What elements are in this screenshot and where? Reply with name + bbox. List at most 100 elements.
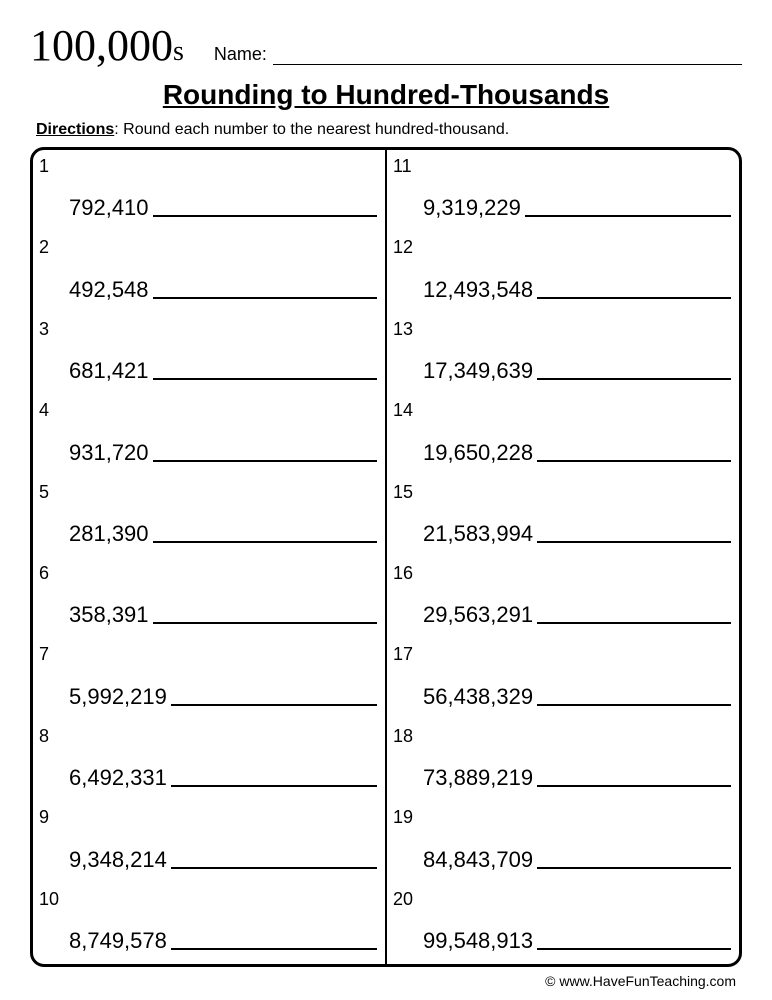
problem-number: 1 — [39, 154, 67, 231]
answer-line[interactable] — [153, 297, 377, 299]
problem-number: 6 — [39, 561, 67, 638]
problem-value: 792,410 — [67, 195, 149, 221]
problem-value: 12,493,548 — [421, 277, 533, 303]
problem-value: 281,390 — [67, 521, 149, 547]
problem-number: 17 — [393, 642, 421, 719]
answer-line[interactable] — [525, 215, 731, 217]
answer-line[interactable] — [537, 704, 731, 706]
problem-row: 1873,889,219 — [387, 720, 739, 801]
column-left: 1792,4102492,5483681,4214931,7205281,390… — [33, 150, 386, 964]
answer-line[interactable] — [153, 460, 377, 462]
problem-row: 99,348,214 — [33, 801, 385, 882]
answer-line[interactable] — [537, 867, 731, 869]
problem-number: 9 — [39, 805, 67, 882]
problem-value-cell: 358,391 — [67, 561, 377, 638]
problem-value-cell: 8,749,578 — [67, 887, 377, 964]
problem-value: 99,548,913 — [421, 928, 533, 954]
problem-number: 5 — [39, 480, 67, 557]
problem-value-cell: 5,992,219 — [67, 642, 377, 719]
directions-label: Directions — [36, 121, 114, 138]
answer-line[interactable] — [537, 948, 731, 950]
problem-number: 18 — [393, 724, 421, 801]
problem-row: 108,749,578 — [33, 883, 385, 964]
problem-value-cell: 6,492,331 — [67, 724, 377, 801]
problem-value: 492,548 — [67, 277, 149, 303]
problem-row: 1317,349,639 — [387, 313, 739, 394]
problem-row: 1756,438,329 — [387, 638, 739, 719]
answer-line[interactable] — [153, 541, 377, 543]
worksheet-title: Rounding to Hundred-Thousands — [30, 79, 742, 111]
problem-number: 7 — [39, 642, 67, 719]
problem-row: 86,492,331 — [33, 720, 385, 801]
problem-number: 20 — [393, 887, 421, 964]
problem-row: 2099,548,913 — [387, 883, 739, 964]
place-value-heading: 100,000s — [30, 20, 184, 71]
problem-row: 119,319,229 — [387, 150, 739, 231]
problem-value-cell: 9,348,214 — [67, 805, 377, 882]
answer-line[interactable] — [537, 622, 731, 624]
directions: Directions: Round each number to the nea… — [30, 121, 742, 139]
problem-value: 84,843,709 — [421, 847, 533, 873]
problem-number: 4 — [39, 398, 67, 475]
problem-value: 19,650,228 — [421, 440, 533, 466]
answer-line[interactable] — [537, 297, 731, 299]
problem-value-cell: 492,548 — [67, 235, 377, 312]
problem-row: 2492,548 — [33, 231, 385, 312]
problem-number: 11 — [393, 154, 421, 231]
problem-value-cell: 12,493,548 — [421, 235, 731, 312]
problem-number: 10 — [39, 887, 67, 964]
answer-line[interactable] — [171, 867, 377, 869]
problem-value: 17,349,639 — [421, 358, 533, 384]
problem-value-cell: 73,889,219 — [421, 724, 731, 801]
answer-line[interactable] — [537, 378, 731, 380]
problem-value-cell: 99,548,913 — [421, 887, 731, 964]
problem-value-cell: 931,720 — [67, 398, 377, 475]
problem-value-cell: 281,390 — [67, 480, 377, 557]
answer-line[interactable] — [171, 785, 377, 787]
problem-value: 21,583,994 — [421, 521, 533, 547]
answer-line[interactable] — [153, 215, 377, 217]
problem-value-cell: 681,421 — [67, 317, 377, 394]
problem-number: 13 — [393, 317, 421, 394]
header-row: 100,000s Name: — [30, 20, 742, 71]
problem-value-cell: 84,843,709 — [421, 805, 731, 882]
problem-row: 4931,720 — [33, 394, 385, 475]
answer-line[interactable] — [171, 948, 377, 950]
answer-line[interactable] — [537, 460, 731, 462]
problem-number: 3 — [39, 317, 67, 394]
problem-number: 12 — [393, 235, 421, 312]
problem-value: 29,563,291 — [421, 602, 533, 628]
directions-text: : Round each number to the nearest hundr… — [114, 121, 509, 138]
name-field: Name: — [214, 44, 742, 71]
problem-number: 2 — [39, 235, 67, 312]
name-input-line[interactable] — [273, 64, 742, 65]
place-value-suffix: s — [173, 36, 184, 67]
place-value-main: 100,000 — [30, 21, 173, 70]
problem-value-cell: 792,410 — [67, 154, 377, 231]
problem-value: 5,992,219 — [67, 684, 167, 710]
answer-line[interactable] — [153, 378, 377, 380]
problem-number: 8 — [39, 724, 67, 801]
problem-value-cell: 21,583,994 — [421, 480, 731, 557]
answer-line[interactable] — [537, 541, 731, 543]
worksheet-box: 1792,4102492,5483681,4214931,7205281,390… — [30, 147, 742, 967]
problem-value: 358,391 — [67, 602, 149, 628]
problem-value: 931,720 — [67, 440, 149, 466]
problem-value: 681,421 — [67, 358, 149, 384]
answer-line[interactable] — [171, 704, 377, 706]
problem-value: 9,348,214 — [67, 847, 167, 873]
answer-line[interactable] — [537, 785, 731, 787]
problem-row: 5281,390 — [33, 476, 385, 557]
problem-value: 8,749,578 — [67, 928, 167, 954]
problem-row: 1792,410 — [33, 150, 385, 231]
problem-number: 15 — [393, 480, 421, 557]
problem-value-cell: 29,563,291 — [421, 561, 731, 638]
problem-row: 1521,583,994 — [387, 476, 739, 557]
name-label: Name: — [214, 44, 267, 65]
problem-row: 6358,391 — [33, 557, 385, 638]
footer-credit: © www.HaveFunTeaching.com — [30, 967, 742, 989]
problem-value: 6,492,331 — [67, 765, 167, 791]
answer-line[interactable] — [153, 622, 377, 624]
problem-row: 1984,843,709 — [387, 801, 739, 882]
problem-row: 3681,421 — [33, 313, 385, 394]
